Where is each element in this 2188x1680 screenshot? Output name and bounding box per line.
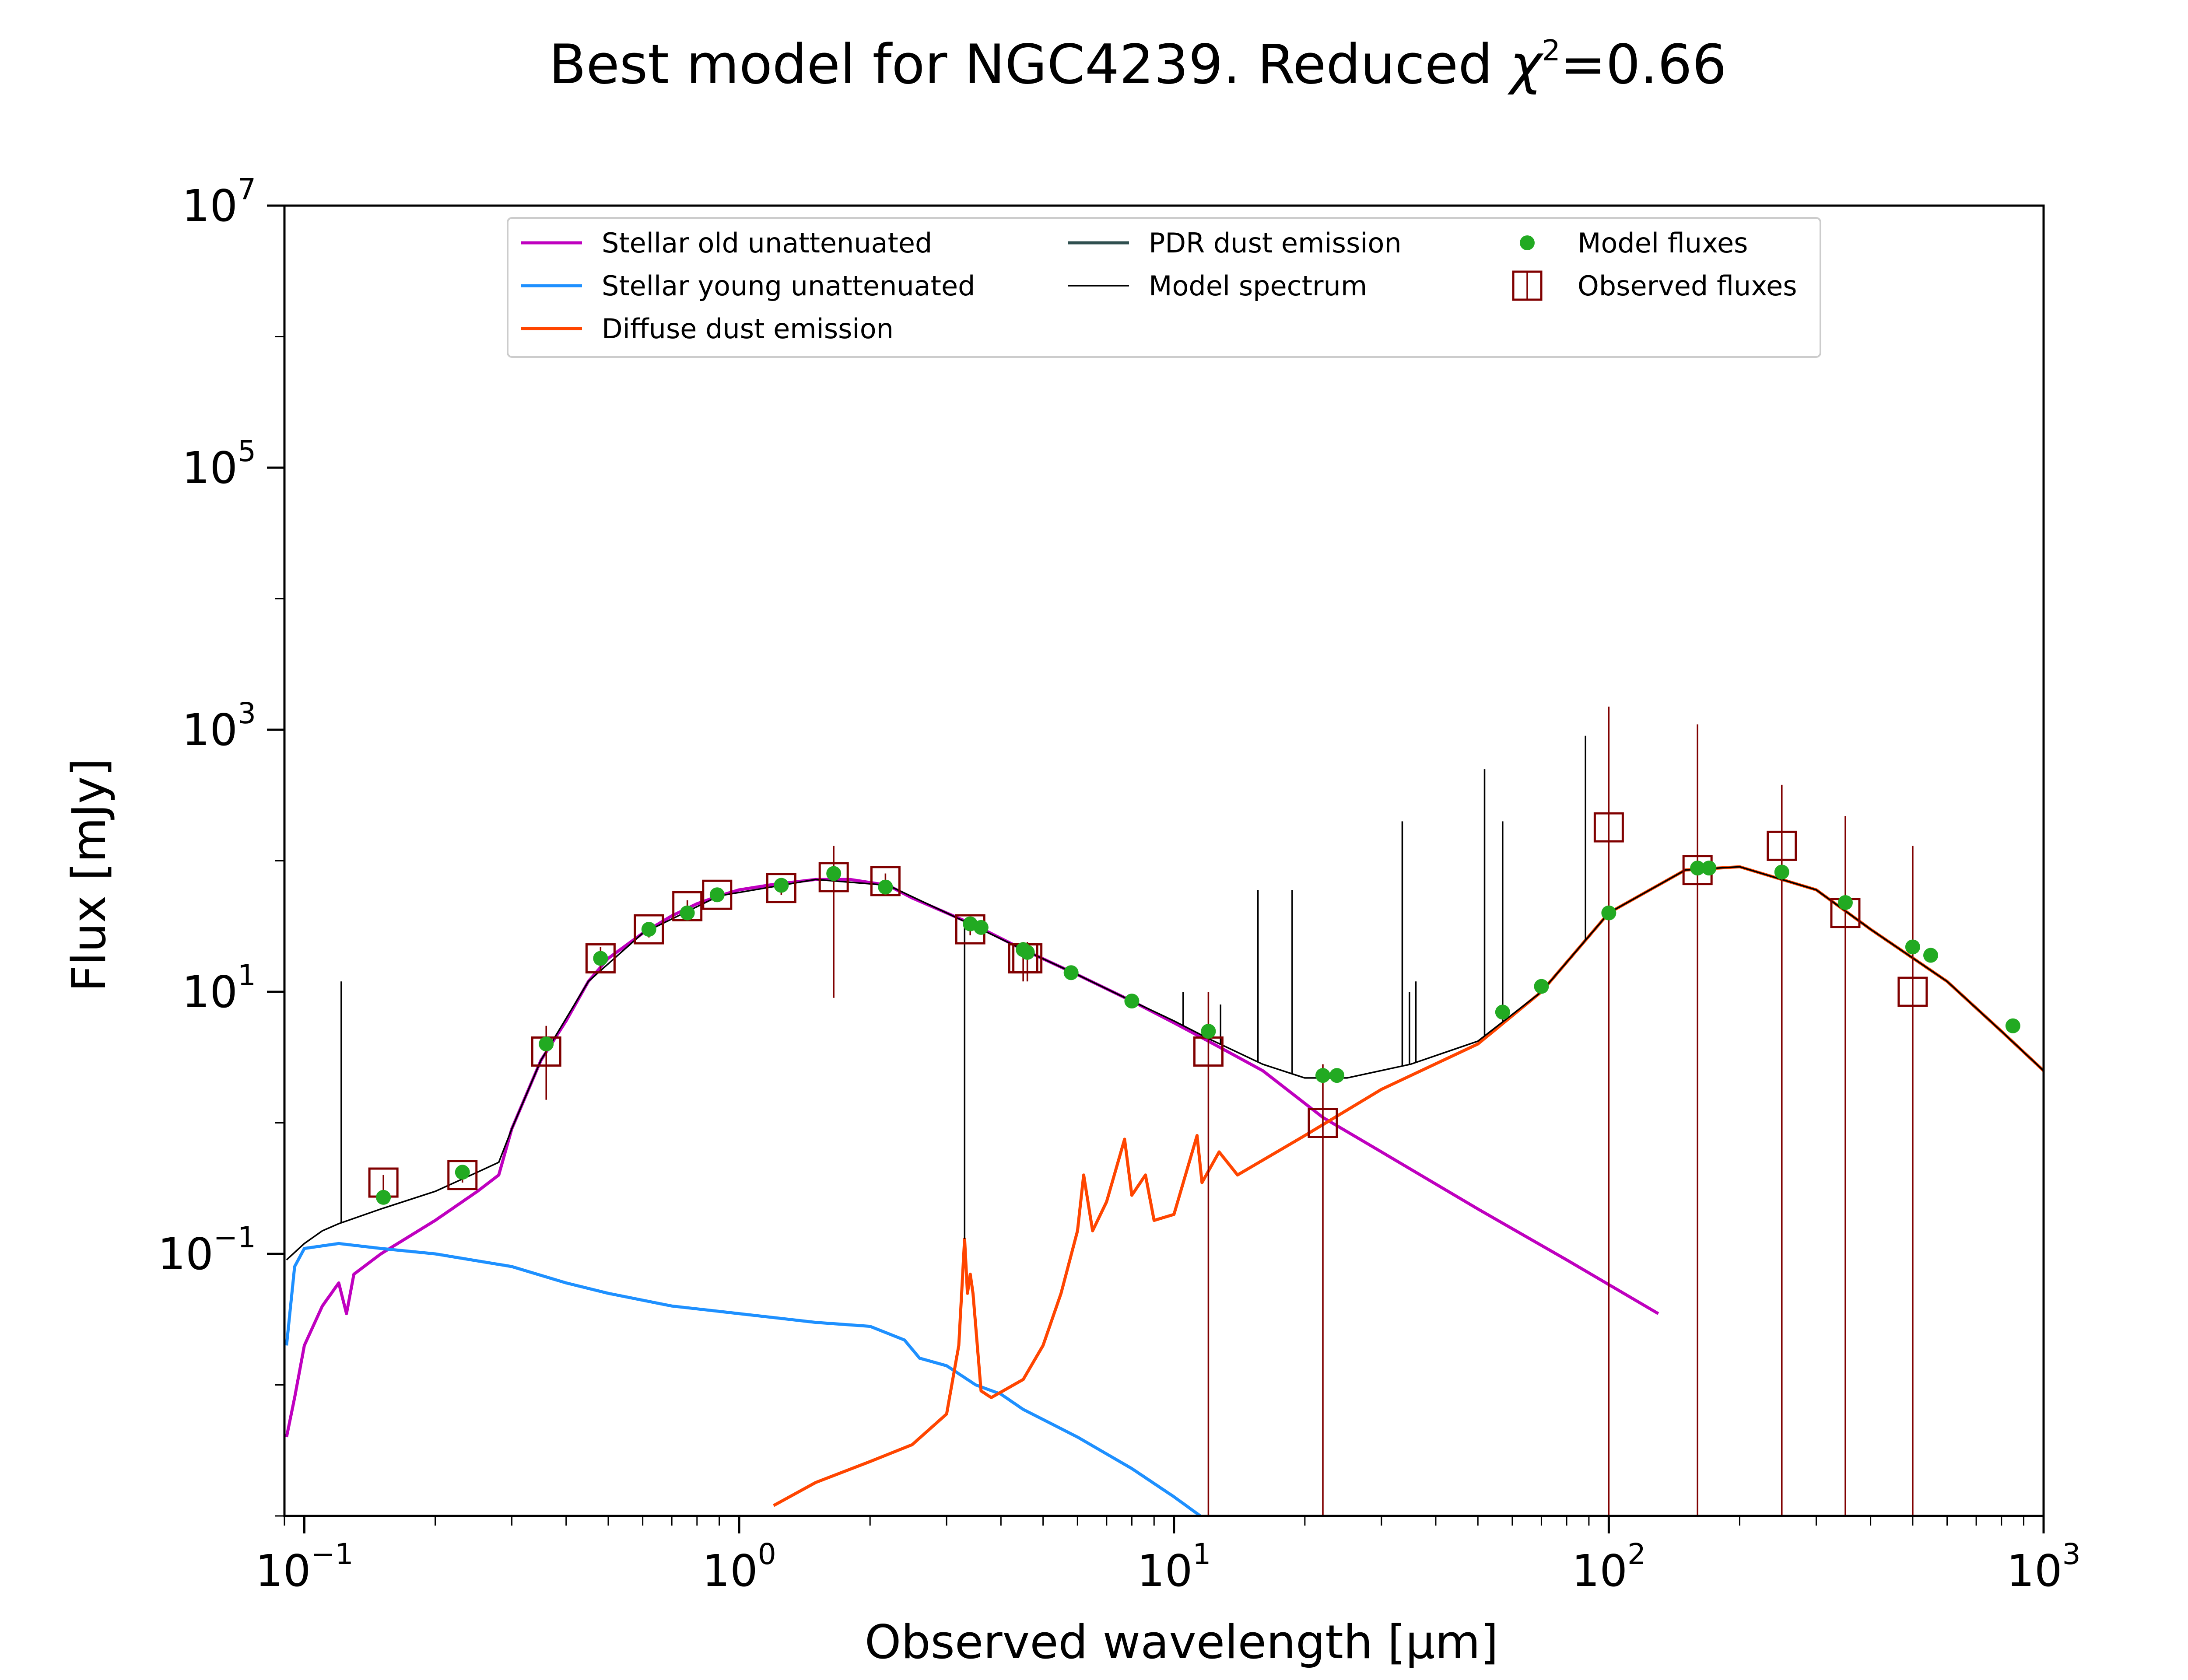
model-flux-point-6 — [709, 887, 725, 903]
legend-label-diffuse_dust: Diffuse dust emission — [602, 313, 894, 345]
legend-box — [507, 217, 1821, 358]
legend-label-model_fluxes: Model fluxes — [1578, 227, 1748, 259]
series-line-stellar_old — [285, 878, 1659, 1438]
observed-flux-marker-14 — [1308, 1108, 1338, 1138]
y-tick-label-1: 101 — [182, 959, 256, 1018]
y-tick-label-exponent: 7 — [238, 172, 256, 206]
legend: Stellar old unattenuated Stellar young un… — [507, 217, 1821, 358]
model-flux-point-21 — [1601, 905, 1616, 920]
model-flux-point-0 — [376, 1190, 391, 1205]
legend-swatch-model_fluxes — [1520, 235, 1535, 250]
observed-flux-marker-8 — [818, 862, 849, 892]
y-tick-label-exponent: 1 — [238, 959, 256, 992]
x-tick-label-base: 10 — [1572, 1545, 1627, 1596]
model-flux-point-5 — [680, 905, 695, 920]
y-tick-label-exponent: 3 — [238, 696, 256, 730]
model-flux-point-22 — [1690, 861, 1705, 876]
model-flux-point-7 — [774, 878, 789, 893]
title-value: =0.66 — [1560, 33, 1727, 96]
title-main: Best model for NGC4239. Reduced — [549, 33, 1510, 96]
y-tick-label-3: 105 — [182, 434, 256, 494]
x-tick-label-exponent: −1 — [311, 1537, 353, 1571]
model-flux-point-13 — [1020, 945, 1035, 960]
model-flux-point-15 — [1124, 994, 1140, 1009]
observed-flux-marker-6 — [702, 879, 733, 910]
x-tick-label-exponent: 2 — [1627, 1537, 1646, 1571]
model-flux-point-8 — [826, 866, 842, 881]
y-tick-label-base: 10 — [182, 442, 238, 494]
y-tick-label-base: 10 — [182, 704, 238, 756]
model-flux-point-18 — [1329, 1068, 1345, 1083]
model-flux-point-3 — [593, 951, 608, 966]
legend-label-observed_fluxes: Observed fluxes — [1578, 270, 1797, 302]
x-tick-label-0: 10−1 — [255, 1537, 354, 1596]
model-flux-point-20 — [1534, 979, 1549, 994]
model-flux-point-26 — [1905, 939, 1920, 955]
observed-flux-marker-1 — [447, 1160, 478, 1190]
series-line-stellar_young — [285, 1242, 1202, 1516]
model-flux-point-23 — [1701, 861, 1717, 876]
model-flux-point-28 — [2005, 1018, 2020, 1033]
legend-label-pdr_dust: PDR dust emission — [1149, 227, 1402, 259]
model-flux-point-17 — [1315, 1068, 1330, 1083]
chart-title: Best model for NGC4239. Reduced χ2=0.66 — [549, 33, 1726, 96]
legend-label-model_spectrum: Model spectrum — [1149, 270, 1367, 302]
model-flux-point-14 — [1063, 965, 1079, 980]
x-tick-label-3: 102 — [1572, 1537, 1646, 1596]
y-tick-label-base: 10 — [182, 966, 238, 1018]
model-flux-point-27 — [1923, 948, 1939, 963]
x-tick-label-1: 100 — [702, 1537, 776, 1596]
title-chi: χ — [1507, 33, 1544, 96]
x-tick-label-2: 101 — [1137, 1537, 1211, 1596]
observed-flux-marker-19 — [1897, 976, 1928, 1007]
x-tick-label-base: 10 — [2006, 1545, 2062, 1596]
x-tick-label-base: 10 — [255, 1545, 311, 1596]
y-tick-label-exponent: −1 — [214, 1221, 256, 1254]
y-axis-label: Flux [mJy] — [62, 758, 116, 992]
x-tick-label-base: 10 — [702, 1545, 757, 1596]
legend-label-stellar_young: Stellar young unattenuated — [602, 270, 975, 302]
x-tick-label-base: 10 — [1137, 1545, 1192, 1596]
model-flux-point-9 — [878, 879, 893, 895]
y-tick-label-base: 10 — [158, 1228, 213, 1280]
y-tick-label-0: 10−1 — [158, 1221, 256, 1280]
y-tick-label-exponent: 5 — [238, 434, 256, 468]
plot-clipped-group — [285, 707, 2044, 1516]
model-flux-point-11 — [973, 920, 989, 935]
model-flux-point-2 — [539, 1036, 554, 1052]
y-tick-label-base: 10 — [182, 180, 238, 231]
observed-flux-marker-15 — [1593, 812, 1624, 843]
model-flux-point-1 — [455, 1165, 470, 1180]
x-tick-label-4: 103 — [2006, 1537, 2080, 1596]
y-tick-label-4: 107 — [182, 172, 256, 231]
observed-flux-marker-9 — [870, 866, 901, 896]
y-tick-label-2: 103 — [182, 696, 256, 756]
observed-flux-marker-4 — [634, 914, 664, 945]
x-tick-label-exponent: 0 — [758, 1537, 776, 1571]
observed-flux-marker-7 — [766, 873, 796, 903]
series-line-model_spectrum — [286, 866, 2044, 1260]
title-chi-exponent: 2 — [1542, 34, 1560, 67]
model-flux-point-25 — [1837, 895, 1853, 910]
model-flux-point-24 — [1774, 864, 1789, 880]
model-flux-point-4 — [641, 922, 656, 937]
observed-flux-marker-17 — [1767, 830, 1797, 861]
observed-flux-marker-3 — [585, 943, 616, 974]
plot-area — [285, 707, 2044, 1516]
x-tick-label-exponent: 1 — [1192, 1537, 1211, 1571]
x-axis-label: Observed wavelength [μm] — [865, 1615, 1498, 1669]
legend-label-stellar_old: Stellar old unattenuated — [602, 227, 932, 259]
model-flux-point-16 — [1201, 1024, 1216, 1039]
model-flux-point-19 — [1495, 1004, 1510, 1020]
x-tick-label-exponent: 3 — [2062, 1537, 2081, 1571]
